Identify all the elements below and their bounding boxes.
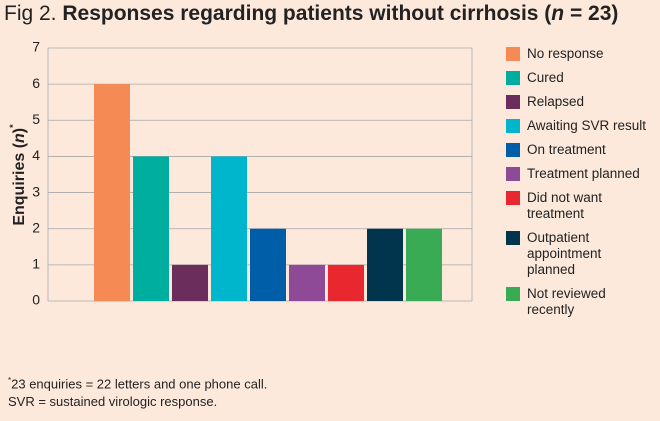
legend-swatch <box>506 143 520 157</box>
y-tick-label: 7 <box>32 39 40 55</box>
legend-swatch <box>506 71 520 85</box>
title-text: Responses regarding patients without cir… <box>62 2 552 25</box>
bar <box>133 156 169 301</box>
legend-swatch <box>506 287 520 301</box>
legend: No response Cured Relapsed Awaiting SVR res… <box>506 46 653 318</box>
legend-label: Outpatient appointment planned <box>527 230 602 277</box>
y-label-italic: n <box>11 133 28 143</box>
bar <box>94 84 130 302</box>
bar <box>367 228 403 301</box>
title-main: Responses regarding patients without cir… <box>62 2 618 25</box>
y-tick-label: 4 <box>32 147 40 163</box>
y-tick-label: 5 <box>32 111 40 127</box>
title-italic: n <box>551 2 565 25</box>
footnotes: *23 enquiries = 22 letters and one phone… <box>8 372 267 411</box>
legend-item: No response <box>506 46 653 62</box>
y-tick-label: 6 <box>32 75 40 91</box>
legend-item: Not reviewed recently <box>506 286 653 318</box>
legend-label: No response <box>527 46 604 61</box>
bar <box>328 264 364 301</box>
legend-item: Relapsed <box>506 94 653 110</box>
y-tick-label: 3 <box>32 183 40 199</box>
legend-item: Cured <box>506 70 653 86</box>
legend-item: Treatment planned <box>506 166 653 182</box>
legend-swatch <box>506 95 520 109</box>
legend-label: Cured <box>527 70 564 85</box>
legend-swatch <box>506 119 520 133</box>
legend-swatch <box>506 167 520 181</box>
bar <box>211 156 247 301</box>
legend-label: On treatment <box>527 142 606 157</box>
y-tick-label: 2 <box>32 219 40 235</box>
legend-label: Did not want treatment <box>527 190 603 221</box>
legend-label: Not reviewed recently <box>527 286 606 317</box>
y-axis-label: Enquiries (n)* <box>8 124 28 226</box>
legend-label: Relapsed <box>527 94 585 109</box>
bar <box>172 264 208 301</box>
legend-label: Treatment planned <box>527 166 640 181</box>
title-text: = 23) <box>564 2 619 25</box>
y-label-text: ) <box>11 128 28 133</box>
footnote: SVR = sustained virologic response. <box>8 393 267 411</box>
legend-swatch <box>506 47 520 61</box>
legend-item: Outpatient appointment planned <box>506 230 653 278</box>
legend-swatch <box>506 231 520 245</box>
y-tick-label: 0 <box>32 292 40 308</box>
legend-item: Did not want treatment <box>506 190 653 222</box>
y-tick-label: 1 <box>32 256 40 272</box>
y-label-star: * <box>8 124 18 128</box>
bar <box>406 228 442 301</box>
bar <box>289 264 325 301</box>
footnote-text: * <box>8 376 12 385</box>
title-prefix: Fig 2. <box>4 2 57 25</box>
footnote-text: 23 enquiries = 22 letters and one phone … <box>11 376 268 392</box>
y-label-text: Enquiries ( <box>11 142 28 225</box>
chart: Enquiries (n)* 0 1 2 3 4 5 6 7 <box>8 39 473 308</box>
bar <box>250 228 286 301</box>
legend-swatch <box>506 191 520 205</box>
footnote-text: SVR = sustained virologic response. <box>8 394 218 410</box>
legend-label: Awaiting SVR result <box>527 118 647 133</box>
legend-item: On treatment <box>506 142 653 158</box>
legend-item: Awaiting SVR result <box>506 118 653 134</box>
chart-title: Fig 2. Responses regarding patients with… <box>4 2 618 26</box>
footnote: *23 enquiries = 22 letters and one phone… <box>8 372 267 393</box>
